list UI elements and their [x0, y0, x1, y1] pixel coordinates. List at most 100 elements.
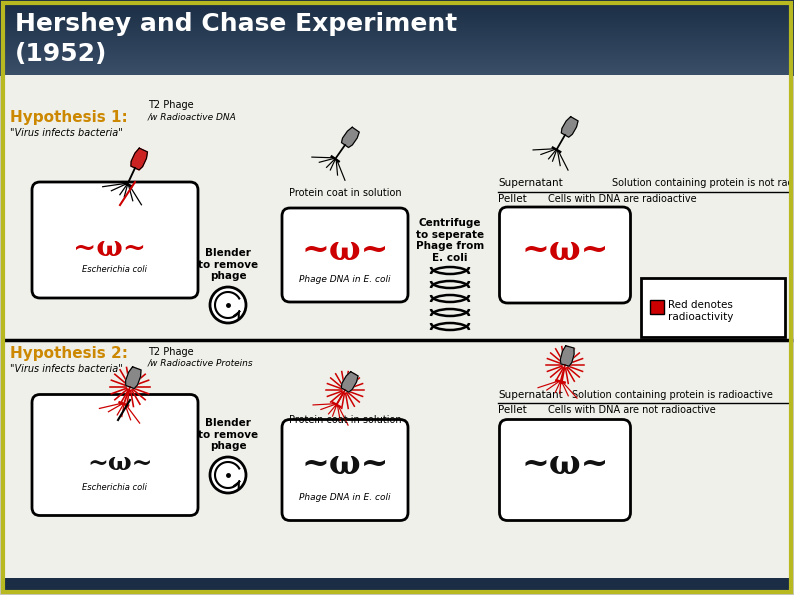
Bar: [0, 73, 794, 75]
Text: Centrifuge
to seperate
Phage from
E. coli: Centrifuge to seperate Phage from E. col…: [416, 218, 484, 263]
Bar: [3, 578, 791, 593]
Bar: [0, 43, 794, 45]
Bar: [0, 5, 794, 8]
Bar: [0, 44, 794, 46]
Bar: [0, 71, 794, 73]
Bar: [0, 5, 794, 7]
Bar: [0, 18, 794, 20]
Bar: [0, 63, 794, 65]
Bar: [0, 24, 794, 26]
Bar: [0, 70, 794, 71]
Bar: [0, 36, 794, 37]
Bar: [0, 57, 794, 59]
Text: ~ω~: ~ω~: [87, 451, 152, 475]
Bar: [0, 32, 794, 34]
Bar: [0, 58, 794, 60]
Bar: [0, 20, 794, 21]
Text: ~ω~: ~ω~: [301, 233, 389, 267]
FancyBboxPatch shape: [641, 278, 785, 337]
Bar: [0, 39, 794, 41]
Bar: [0, 50, 794, 52]
Bar: [0, 65, 794, 67]
Text: T2 Phage: T2 Phage: [148, 100, 194, 110]
Bar: [0, 33, 794, 35]
Text: Solution containing protein is radioactive: Solution containing protein is radioacti…: [572, 390, 773, 400]
Text: ~ω~: ~ω~: [521, 233, 609, 267]
FancyBboxPatch shape: [32, 394, 198, 515]
Bar: [0, 65, 794, 68]
Text: Escherichia coli: Escherichia coli: [83, 484, 148, 493]
Circle shape: [210, 457, 246, 493]
Bar: [0, 10, 794, 11]
FancyBboxPatch shape: [499, 207, 630, 303]
Bar: [0, 15, 794, 17]
Bar: [0, 52, 794, 54]
Bar: [0, 52, 794, 54]
Text: Phage DNA in E. coli: Phage DNA in E. coli: [299, 493, 391, 503]
Bar: [0, 70, 794, 72]
Bar: [0, 74, 794, 76]
Bar: [0, 11, 794, 13]
Bar: [0, 30, 794, 32]
Bar: [0, 61, 794, 63]
Text: Hershey and Chase Experiment: Hershey and Chase Experiment: [15, 12, 457, 36]
Bar: [0, 3, 794, 5]
Bar: [0, 26, 794, 27]
Bar: [0, 8, 794, 10]
Text: Protein coat in solution: Protein coat in solution: [289, 188, 401, 198]
Bar: [0, 72, 794, 74]
Text: Hypothesis 1:: Hypothesis 1:: [10, 110, 128, 125]
Text: ~ω~: ~ω~: [301, 449, 389, 481]
Text: Cells with DNA are radioactive: Cells with DNA are radioactive: [548, 194, 696, 204]
Text: Escherichia coli: Escherichia coli: [83, 265, 148, 274]
Text: Red denotes
radioactivity: Red denotes radioactivity: [668, 300, 734, 322]
Bar: [0, 62, 794, 64]
Bar: [0, 31, 794, 33]
Bar: [0, 12, 794, 14]
Bar: [0, 17, 794, 19]
Bar: [0, 23, 794, 26]
Bar: [0, 36, 794, 39]
Polygon shape: [561, 346, 574, 366]
Bar: [0, 35, 794, 37]
Text: "Virus infects bacteria": "Virus infects bacteria": [10, 364, 123, 374]
Bar: [0, 42, 794, 44]
Bar: [0, 46, 794, 48]
Bar: [0, 51, 794, 52]
Bar: [0, 55, 794, 57]
FancyBboxPatch shape: [282, 208, 408, 302]
Bar: [3, 75, 791, 589]
Bar: [0, 41, 794, 43]
Text: Blender
to remove
phage: Blender to remove phage: [198, 418, 258, 451]
Text: Solution containing protein is not radioactive: Solution containing protein is not radio…: [612, 178, 794, 188]
Bar: [650, 300, 664, 314]
Circle shape: [210, 287, 246, 323]
Bar: [0, 2, 794, 4]
Bar: [0, 64, 794, 65]
Text: ~ω~: ~ω~: [73, 234, 147, 261]
Bar: [0, 26, 794, 28]
FancyBboxPatch shape: [282, 419, 408, 521]
Text: Pellet: Pellet: [498, 405, 526, 415]
Bar: [0, 48, 794, 50]
Text: (1952): (1952): [15, 42, 107, 66]
Bar: [0, 59, 794, 61]
Bar: [0, 37, 794, 39]
Text: Supernatant: Supernatant: [498, 390, 563, 400]
Bar: [0, 67, 794, 68]
Bar: [0, 67, 794, 70]
Bar: [0, 13, 794, 15]
Bar: [0, 47, 794, 49]
Bar: [0, 1, 794, 3]
Bar: [0, 19, 794, 21]
Bar: [0, 60, 794, 62]
Bar: [0, 34, 794, 36]
Bar: [0, 14, 794, 16]
Bar: [0, 16, 794, 18]
Polygon shape: [125, 367, 141, 389]
Text: Blender
to remove
phage: Blender to remove phage: [198, 248, 258, 281]
Text: T2 Phage: T2 Phage: [148, 347, 194, 357]
Text: Hypothesis 2:: Hypothesis 2:: [10, 346, 128, 361]
FancyBboxPatch shape: [32, 182, 198, 298]
Text: ~ω~: ~ω~: [521, 449, 609, 481]
